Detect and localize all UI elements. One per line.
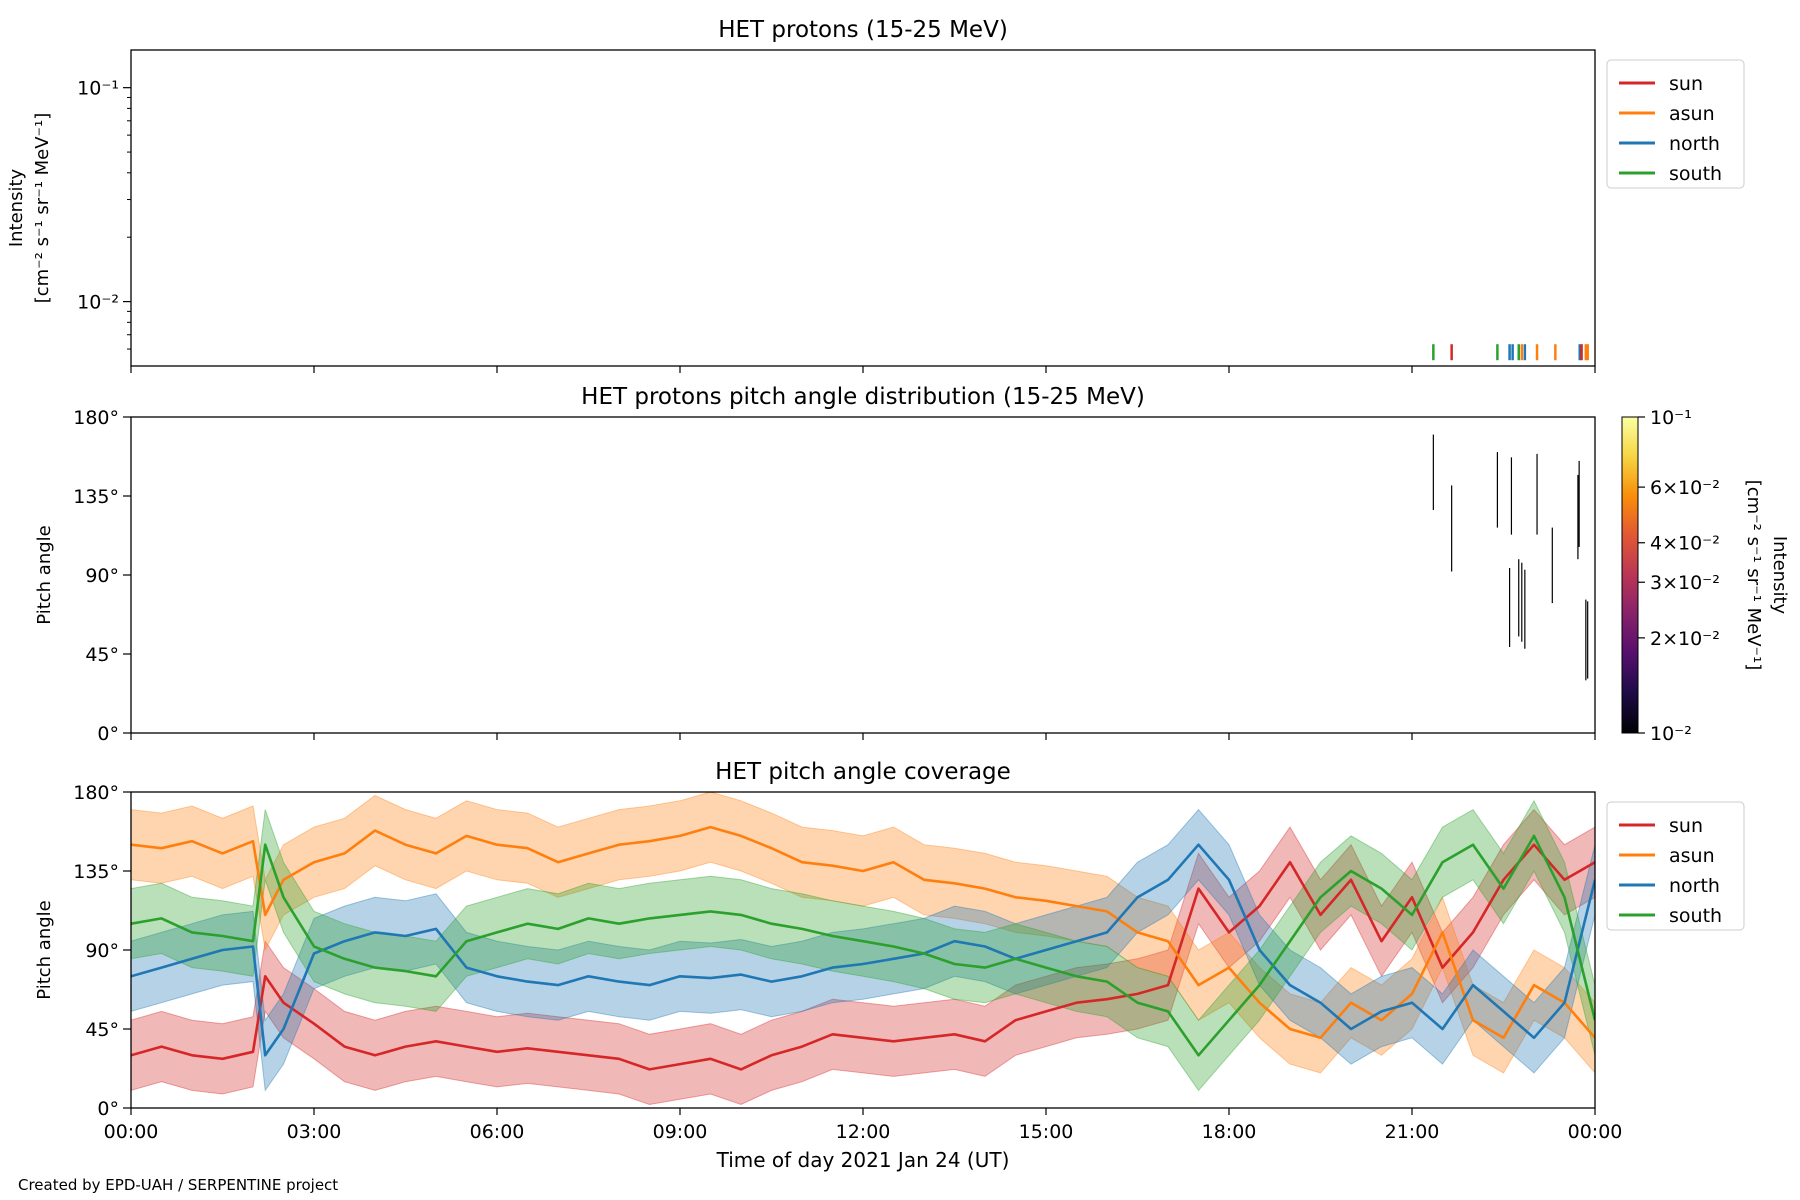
x-axis-label: Time of day 2021 Jan 24 (UT) — [716, 1148, 1010, 1172]
pitch-angle-tick-label: 0° — [97, 1098, 119, 1120]
colorbar-tick-label: 4×10⁻² — [1650, 533, 1720, 555]
coverage-band-sun — [131, 808, 1595, 1106]
pitch-angle-tick-label: 180° — [73, 407, 119, 429]
legend-label-south: south — [1669, 905, 1722, 927]
legend-label-sun: sun — [1669, 73, 1703, 95]
x-tick-label: 03:00 — [287, 1121, 342, 1143]
legend-label-south: south — [1669, 163, 1722, 185]
coverage-band-asun — [131, 792, 1595, 1074]
intensity-x-ticks — [130, 366, 1596, 373]
pad-panel-title: HET protons pitch angle distribution (15… — [581, 384, 1145, 410]
colorbar — [1621, 416, 1639, 734]
pitch-angle-tick-label: 90° — [85, 940, 119, 962]
colorbar-label-line1: Intensity — [1769, 536, 1790, 615]
coverage-panel-title: HET pitch angle coverage — [715, 759, 1011, 785]
pitch-angle-tick-label: 135° — [73, 861, 119, 883]
intensity-y-ticks: 10⁻¹ 10⁻² — [77, 78, 131, 350]
intensity-axes-frame — [130, 49, 1596, 367]
x-tick-label: 12:00 — [836, 1121, 891, 1143]
coverage-y-ticks: 180° 135° 90° 45° 0° — [73, 782, 131, 1120]
legend-label-asun: asun — [1669, 103, 1715, 125]
intensity-legend: sun asun north south — [1606, 59, 1745, 189]
coverage-band-south — [131, 799, 1595, 1092]
intensity-events — [1432, 344, 1589, 361]
x-tick-label: 21:00 — [1385, 1121, 1440, 1143]
pad-axes-frame — [130, 416, 1596, 734]
legend-box — [1606, 801, 1745, 931]
colorbar-ticks: 10⁻¹ 6×10⁻² 4×10⁻² 3×10⁻² 2×10⁻² 10⁻² — [1638, 407, 1720, 745]
legend-label-sun: sun — [1669, 815, 1703, 837]
pitch-angle-tick-label: 90° — [85, 565, 119, 587]
x-tick-label: 15:00 — [1019, 1121, 1074, 1143]
intensity-panel-title: HET protons (15-25 MeV) — [718, 17, 1008, 43]
footer-credit: Created by EPD-UAH / SERPENTINE project — [18, 1176, 339, 1194]
x-tick-label: 06:00 — [470, 1121, 525, 1143]
colorbar-tick-label: 3×10⁻² — [1650, 572, 1720, 594]
pitch-angle-tick-label: 45° — [85, 1019, 119, 1041]
coverage-panel: HET pitch angle coverage 180° 135° 90° 45° 0… — [34, 759, 1745, 1172]
pad-panel: HET protons pitch angle distribution (15… — [34, 384, 1790, 745]
x-tick-label: 00:00 — [104, 1121, 159, 1143]
coverage-lines — [131, 825, 1595, 1071]
intensity-y-axis-label-line2: [cm⁻² s⁻¹ sr⁻¹ MeV⁻¹] — [32, 113, 53, 304]
intensity-panel: HET protons (15-25 MeV) 10⁻¹ 10⁻² Intensi… — [6, 17, 1745, 373]
pad-x-ticks — [130, 733, 1596, 740]
coverage-bands — [131, 792, 1595, 1106]
coverage-line-south — [131, 834, 1595, 1057]
intensity-y-tick-label: 10⁻² — [77, 292, 119, 314]
pad-segments — [1432, 434, 1589, 681]
colorbar-tick-label: 10⁻² — [1650, 723, 1692, 745]
x-tick-label: 18:00 — [1202, 1121, 1257, 1143]
coverage-y-axis-label: Pitch angle — [34, 900, 55, 999]
intensity-y-tick-label: 10⁻¹ — [77, 78, 119, 100]
legend-label-north: north — [1669, 133, 1720, 155]
pitch-angle-tick-label: 45° — [85, 644, 119, 666]
pad-y-ticks: 180° 135° 90° 45° 0° — [73, 407, 131, 745]
intensity-y-axis-label-line1: Intensity — [6, 168, 27, 247]
colorbar-tick-label: 6×10⁻² — [1650, 477, 1720, 499]
pitch-angle-tick-label: 135° — [73, 486, 119, 508]
colorbar-label-line2: [cm⁻² s⁻¹ sr⁻¹ MeV⁻¹] — [1743, 480, 1764, 671]
legend-label-north: north — [1669, 875, 1720, 897]
x-tick-label: 00:00 — [1568, 1121, 1623, 1143]
legend-box — [1606, 59, 1745, 189]
x-tick-label: 09:00 — [653, 1121, 708, 1143]
pitch-angle-tick-label: 180° — [73, 782, 119, 804]
pad-y-axis-label: Pitch angle — [34, 525, 55, 624]
coverage-legend: sun asun north south — [1606, 801, 1745, 931]
colorbar-tick-label: 10⁻¹ — [1650, 407, 1692, 429]
coverage-line-asun — [131, 825, 1595, 1040]
legend-label-asun: asun — [1669, 845, 1715, 867]
coverage-line-north — [131, 843, 1595, 1057]
coverage-line-sun — [131, 843, 1595, 1071]
colorbar-tick-label: 2×10⁻² — [1650, 628, 1720, 650]
coverage-x-ticks: 00:00 03:00 06:00 09:00 12:00 15:00 18:00 21:00… — [104, 1108, 1623, 1143]
pitch-angle-tick-label: 0° — [97, 723, 119, 745]
